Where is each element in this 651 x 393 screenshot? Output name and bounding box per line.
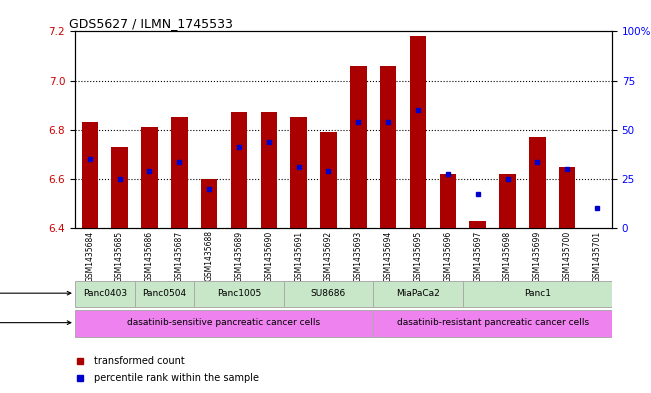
Bar — [439, 174, 456, 228]
Text: GSM1435696: GSM1435696 — [443, 230, 452, 282]
Text: cell line: cell line — [0, 289, 71, 298]
Text: dasatinib-resistant pancreatic cancer cells: dasatinib-resistant pancreatic cancer ce… — [396, 318, 589, 327]
Bar — [75, 281, 135, 307]
Bar — [141, 127, 158, 228]
Bar — [290, 118, 307, 228]
Text: GSM1435697: GSM1435697 — [473, 230, 482, 282]
Text: Panc0504: Panc0504 — [143, 289, 186, 298]
Bar — [284, 281, 373, 307]
Bar — [201, 179, 217, 228]
Bar — [529, 137, 546, 228]
Text: GDS5627 / ILMN_1745533: GDS5627 / ILMN_1745533 — [70, 17, 233, 30]
Bar — [463, 281, 612, 307]
Text: Panc1005: Panc1005 — [217, 289, 261, 298]
Bar — [135, 281, 194, 307]
Bar — [320, 132, 337, 228]
Text: GSM1435693: GSM1435693 — [354, 230, 363, 282]
Text: GSM1435684: GSM1435684 — [85, 230, 94, 282]
Bar — [380, 66, 396, 228]
Text: GSM1435692: GSM1435692 — [324, 230, 333, 282]
Text: GSM1435699: GSM1435699 — [533, 230, 542, 282]
Bar — [194, 281, 284, 307]
Bar — [409, 37, 426, 228]
Text: transformed count: transformed count — [94, 356, 184, 366]
Bar — [111, 147, 128, 228]
Text: cell type: cell type — [0, 318, 71, 327]
Text: GSM1435700: GSM1435700 — [562, 230, 572, 282]
Text: GSM1435686: GSM1435686 — [145, 230, 154, 282]
Bar — [559, 167, 575, 228]
Bar — [350, 66, 367, 228]
Text: GSM1435685: GSM1435685 — [115, 230, 124, 282]
Text: GSM1435690: GSM1435690 — [264, 230, 273, 282]
Text: Panc1: Panc1 — [524, 289, 551, 298]
Text: GSM1435688: GSM1435688 — [204, 230, 214, 281]
Text: GSM1435687: GSM1435687 — [175, 230, 184, 282]
Text: GSM1435695: GSM1435695 — [413, 230, 422, 282]
Text: GSM1435701: GSM1435701 — [592, 230, 602, 282]
Bar — [469, 220, 486, 228]
Text: percentile rank within the sample: percentile rank within the sample — [94, 373, 258, 383]
Text: SU8686: SU8686 — [311, 289, 346, 298]
Bar — [373, 281, 463, 307]
Text: Panc0403: Panc0403 — [83, 289, 127, 298]
Text: GSM1435698: GSM1435698 — [503, 230, 512, 282]
Bar — [260, 112, 277, 228]
Bar — [171, 118, 187, 228]
Text: GSM1435694: GSM1435694 — [383, 230, 393, 282]
Text: dasatinib-sensitive pancreatic cancer cells: dasatinib-sensitive pancreatic cancer ce… — [128, 318, 320, 327]
Bar — [230, 112, 247, 228]
Text: GSM1435691: GSM1435691 — [294, 230, 303, 282]
Bar — [75, 310, 373, 336]
Bar — [81, 122, 98, 228]
Bar — [373, 310, 612, 336]
Text: MiaPaCa2: MiaPaCa2 — [396, 289, 440, 298]
Text: GSM1435689: GSM1435689 — [234, 230, 243, 282]
Bar — [499, 174, 516, 228]
